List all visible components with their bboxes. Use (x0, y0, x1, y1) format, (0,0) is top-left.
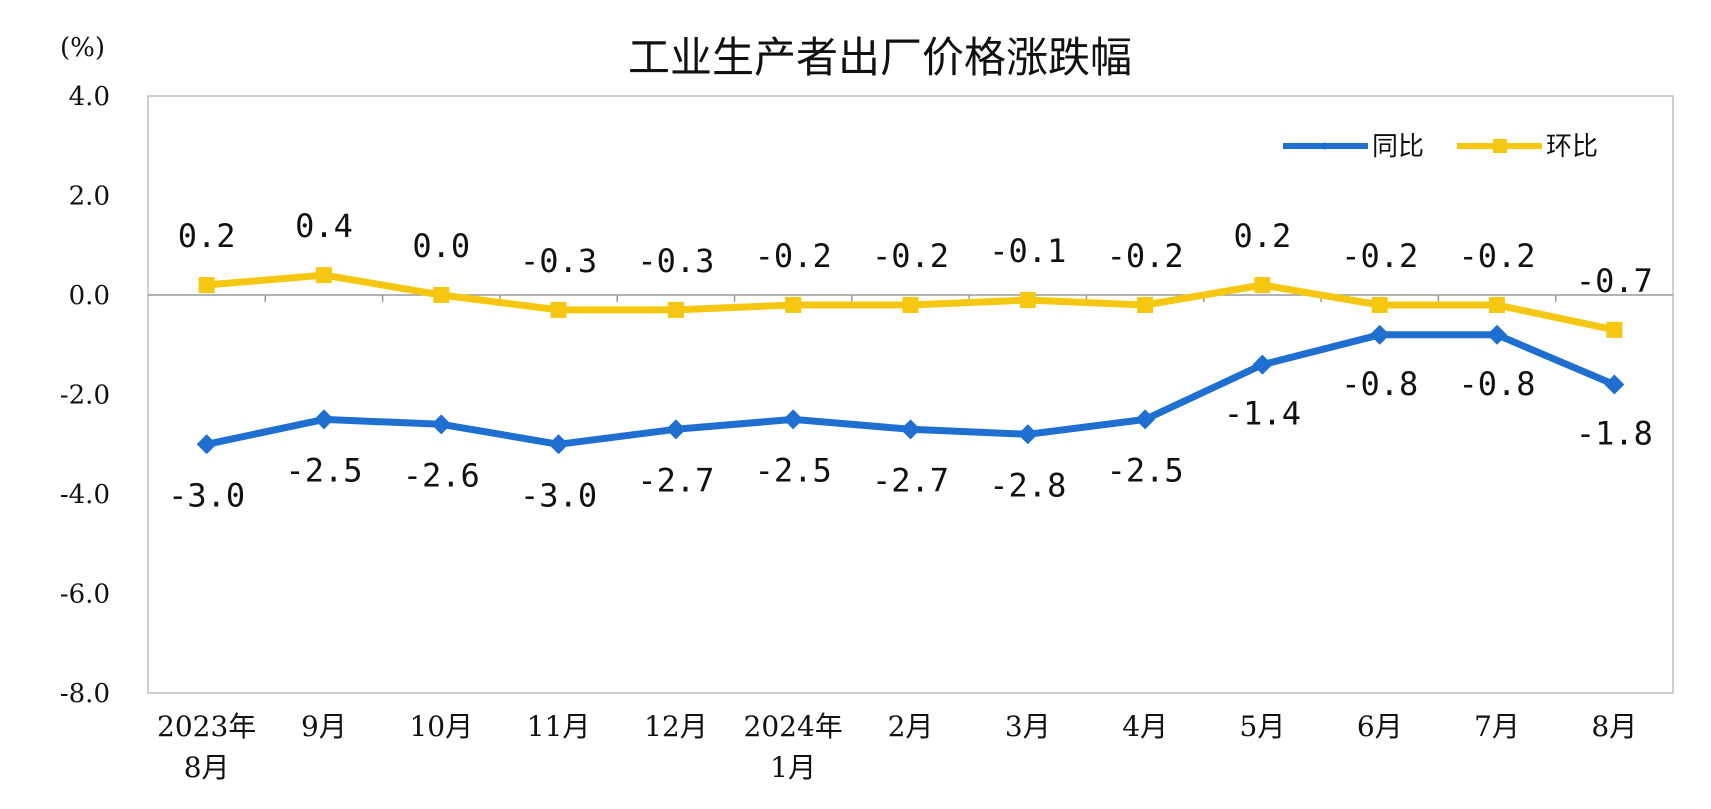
x-tick-label: 3月 (1005, 710, 1051, 743)
x-tick-label: 11月 (527, 710, 591, 743)
x-tick-label: 9月 (301, 710, 347, 743)
x-tick-label: 8月 (1591, 710, 1637, 743)
y-tick-label: -2.0 (60, 381, 110, 411)
data-label: -2.5 (1107, 451, 1184, 489)
data-point (900, 419, 921, 440)
data-point (548, 434, 569, 455)
x-tick-label: 10月 (409, 710, 473, 743)
data-label: -2.5 (755, 451, 832, 489)
chart-title: 工业生产者出厂价格涨跌幅 (628, 33, 1132, 82)
y-tick-label: 4.0 (69, 82, 110, 112)
data-point (902, 296, 919, 313)
data-label: -0.8 (1459, 365, 1536, 403)
data-label: 0.2 (178, 217, 236, 255)
data-label: -0.8 (1341, 365, 1418, 403)
y-tick-label: -4.0 (60, 480, 110, 510)
x-tick-label: 7月 (1474, 710, 1520, 743)
data-label: -3.0 (168, 476, 245, 514)
data-point (550, 301, 567, 318)
plot-frame (147, 95, 1674, 694)
data-label: -2.6 (403, 456, 480, 494)
data-point (1371, 296, 1388, 313)
y-tick-label: 2.0 (69, 182, 110, 212)
data-point (783, 409, 804, 430)
y-unit-label: (%) (60, 33, 105, 63)
data-label: -1.4 (1224, 395, 1301, 433)
legend-label: 环比 (1546, 132, 1598, 162)
data-point (1489, 296, 1506, 313)
x-tick-label: 2024年 1月 (744, 710, 843, 784)
data-point (665, 419, 686, 440)
data-point (785, 296, 802, 313)
data-label: -0.2 (1107, 237, 1184, 275)
data-point (1606, 321, 1623, 338)
data-point (1137, 296, 1154, 313)
data-label: -0.2 (1341, 237, 1418, 275)
data-point (1019, 291, 1036, 308)
data-label: -1.8 (1576, 415, 1653, 453)
y-tick-label: -6.0 (60, 580, 110, 610)
data-label: 0.4 (295, 207, 353, 245)
legend: 同比 环比 (1283, 132, 1598, 162)
x-tick-label: 12月 (644, 710, 708, 743)
data-label: -3.0 (520, 476, 597, 514)
data-label: -2.8 (989, 466, 1066, 504)
x-tick-label: 4月 (1122, 710, 1168, 743)
data-point (1252, 354, 1273, 375)
y-tick-label: -8.0 (60, 679, 110, 709)
data-label: -0.7 (1576, 262, 1653, 300)
data-point (315, 267, 332, 284)
data-label: -0.2 (755, 237, 832, 275)
data-point (1135, 409, 1156, 430)
data-label: 0.0 (412, 227, 470, 265)
data-point (1604, 374, 1625, 395)
x-tick-label: 5月 (1240, 710, 1286, 743)
x-tick-label: 2月 (888, 710, 934, 743)
data-label: -0.2 (872, 237, 949, 275)
x-tick-label: 6月 (1357, 710, 1403, 743)
data-point (1487, 324, 1508, 345)
x-tick-label: 2023年 8月 (157, 710, 256, 784)
data-point (196, 434, 217, 455)
y-tick-label: 0.0 (69, 281, 110, 311)
data-point (1254, 277, 1271, 294)
legend-marker (1493, 139, 1507, 153)
data-label: 0.2 (1234, 217, 1292, 255)
legend-label: 同比 (1372, 132, 1424, 162)
legend-marker (1321, 142, 1329, 150)
data-label: -2.5 (285, 451, 362, 489)
data-point (431, 414, 452, 435)
data-label: -0.1 (989, 232, 1066, 270)
data-point (198, 277, 215, 294)
data-label: -0.3 (520, 242, 597, 280)
data-label: -0.2 (1459, 237, 1536, 275)
data-point (667, 301, 684, 318)
data-label: -2.7 (637, 461, 714, 499)
data-point (313, 409, 334, 430)
data-point (1369, 324, 1390, 345)
data-label: -0.3 (637, 242, 714, 280)
data-label: -2.7 (872, 461, 949, 499)
plot-area: 4.0 2.0 0.0 -2.0 -4.0 -6.0 -8.0 2023年 8月 9月 10月 11月… (60, 82, 1674, 784)
data-point (1017, 424, 1038, 445)
data-point (433, 287, 450, 303)
